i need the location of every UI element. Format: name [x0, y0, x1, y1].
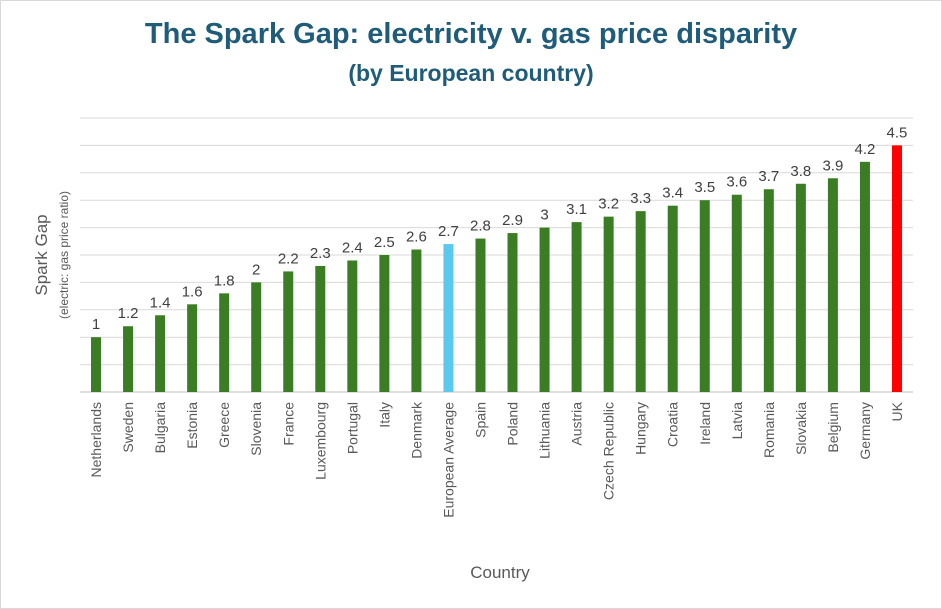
bar-portugal [347, 260, 358, 392]
bar-ireland [699, 200, 710, 392]
tick-label-italy: Italy [376, 402, 392, 428]
data-label-european-average: 2.7 [438, 223, 459, 240]
data-label-netherlands: 1 [92, 316, 100, 333]
bar-netherlands [91, 337, 102, 392]
bar-uk [891, 145, 902, 392]
tick-label-germany: Germany [857, 402, 873, 460]
data-label-greece: 1.8 [214, 272, 235, 289]
tick-label-ireland: Ireland [697, 402, 713, 445]
data-label-france: 2.2 [278, 250, 299, 267]
data-label-romania: 3.7 [758, 168, 779, 185]
data-label-lithuania: 3 [540, 207, 548, 224]
data-label-estonia: 1.6 [182, 283, 203, 300]
bar-bulgaria [155, 315, 166, 392]
y-axis-title: Spark Gap [32, 214, 51, 295]
bar-spain [475, 238, 486, 392]
bar-croatia [667, 205, 678, 392]
bar-latvia [731, 194, 742, 392]
data-label-portugal: 2.4 [342, 239, 363, 256]
bar-czech-republic [603, 216, 614, 392]
data-label-slovakia: 3.8 [790, 163, 811, 180]
data-label-austria: 3.1 [566, 201, 587, 218]
data-label-italy: 2.5 [374, 234, 395, 251]
data-label-latvia: 3.6 [726, 174, 747, 191]
chart-title: The Spark Gap: electricity v. gas price … [144, 18, 798, 50]
data-label-croatia: 3.4 [662, 185, 683, 202]
data-label-germany: 4.2 [855, 141, 876, 158]
bar-estonia [187, 304, 198, 392]
tick-label-uk: UK [889, 401, 905, 421]
bar-germany [859, 161, 870, 392]
tick-label-latvia: Latvia [729, 402, 745, 440]
data-label-slovenia: 2 [252, 261, 260, 278]
tick-label-belgium: Belgium [825, 402, 841, 453]
tick-label-greece: Greece [216, 402, 232, 448]
category-labels: Netherlands Sweden Bulgaria Estonia Greece Sl… [88, 401, 905, 518]
data-label-luxembourg: 2.3 [310, 245, 331, 262]
data-label-hungary: 3.3 [630, 190, 651, 207]
tick-label-bulgaria: Bulgaria [152, 402, 168, 454]
tick-label-france: France [280, 402, 296, 446]
bars [91, 145, 902, 392]
bar-european-average [443, 244, 454, 392]
bar-romania [763, 189, 774, 392]
tick-label-denmark: Denmark [408, 401, 424, 459]
bar-greece [219, 293, 230, 392]
bar-slovenia [251, 282, 262, 392]
data-label-sweden: 1.2 [118, 305, 139, 322]
bar-lithuania [539, 227, 550, 392]
chart-subtitle: (by European country) [348, 60, 594, 86]
tick-label-portugal: Portugal [344, 402, 360, 454]
data-label-uk: 4.5 [887, 124, 908, 141]
data-label-belgium: 3.9 [822, 157, 843, 174]
data-labels: 1 1.2 1.4 1.6 1.8 2 2.2 2.3 2.4 2.5 2.6 2.7 2.8 2.9 3 3… [92, 124, 908, 333]
bar-slovakia [795, 183, 806, 392]
tick-label-luxembourg: Luxembourg [312, 402, 328, 480]
tick-label-netherlands: Netherlands [88, 402, 104, 478]
bar-denmark [411, 249, 422, 392]
tick-label-estonia: Estonia [184, 402, 200, 449]
tick-label-czech-republic: Czech Republic [601, 402, 617, 500]
tick-label-slovenia: Slovenia [248, 402, 264, 456]
y-axis-subtitle: (electric: gas price ratio) [57, 191, 71, 319]
data-label-denmark: 2.6 [406, 229, 427, 246]
tick-label-austria: Austria [569, 402, 585, 446]
data-label-bulgaria: 1.4 [150, 294, 171, 311]
tick-label-slovakia: Slovakia [793, 402, 809, 455]
bar-france [283, 271, 294, 392]
data-label-czech-republic: 3.2 [598, 196, 619, 213]
tick-label-croatia: Croatia [665, 402, 681, 447]
bar-poland [507, 233, 518, 392]
tick-label-sweden: Sweden [120, 402, 136, 453]
bar-luxembourg [315, 265, 326, 392]
tick-label-european-average: European Average [440, 402, 456, 518]
x-axis-title: Country [470, 563, 530, 582]
data-label-ireland: 3.5 [694, 179, 715, 196]
bar-hungary [635, 211, 646, 392]
gridlines [80, 117, 913, 366]
bar-italy [379, 255, 390, 392]
tick-label-hungary: Hungary [633, 402, 649, 455]
tick-label-lithuania: Lithuania [537, 402, 553, 459]
tick-label-spain: Spain [472, 402, 488, 438]
bar-sweden [123, 326, 134, 392]
data-label-poland: 2.9 [502, 212, 523, 229]
tick-label-romania: Romania [761, 402, 777, 458]
tick-label-poland: Poland [505, 402, 521, 446]
bar-belgium [827, 178, 838, 392]
bar-austria [571, 222, 582, 392]
data-label-spain: 2.8 [470, 218, 491, 235]
